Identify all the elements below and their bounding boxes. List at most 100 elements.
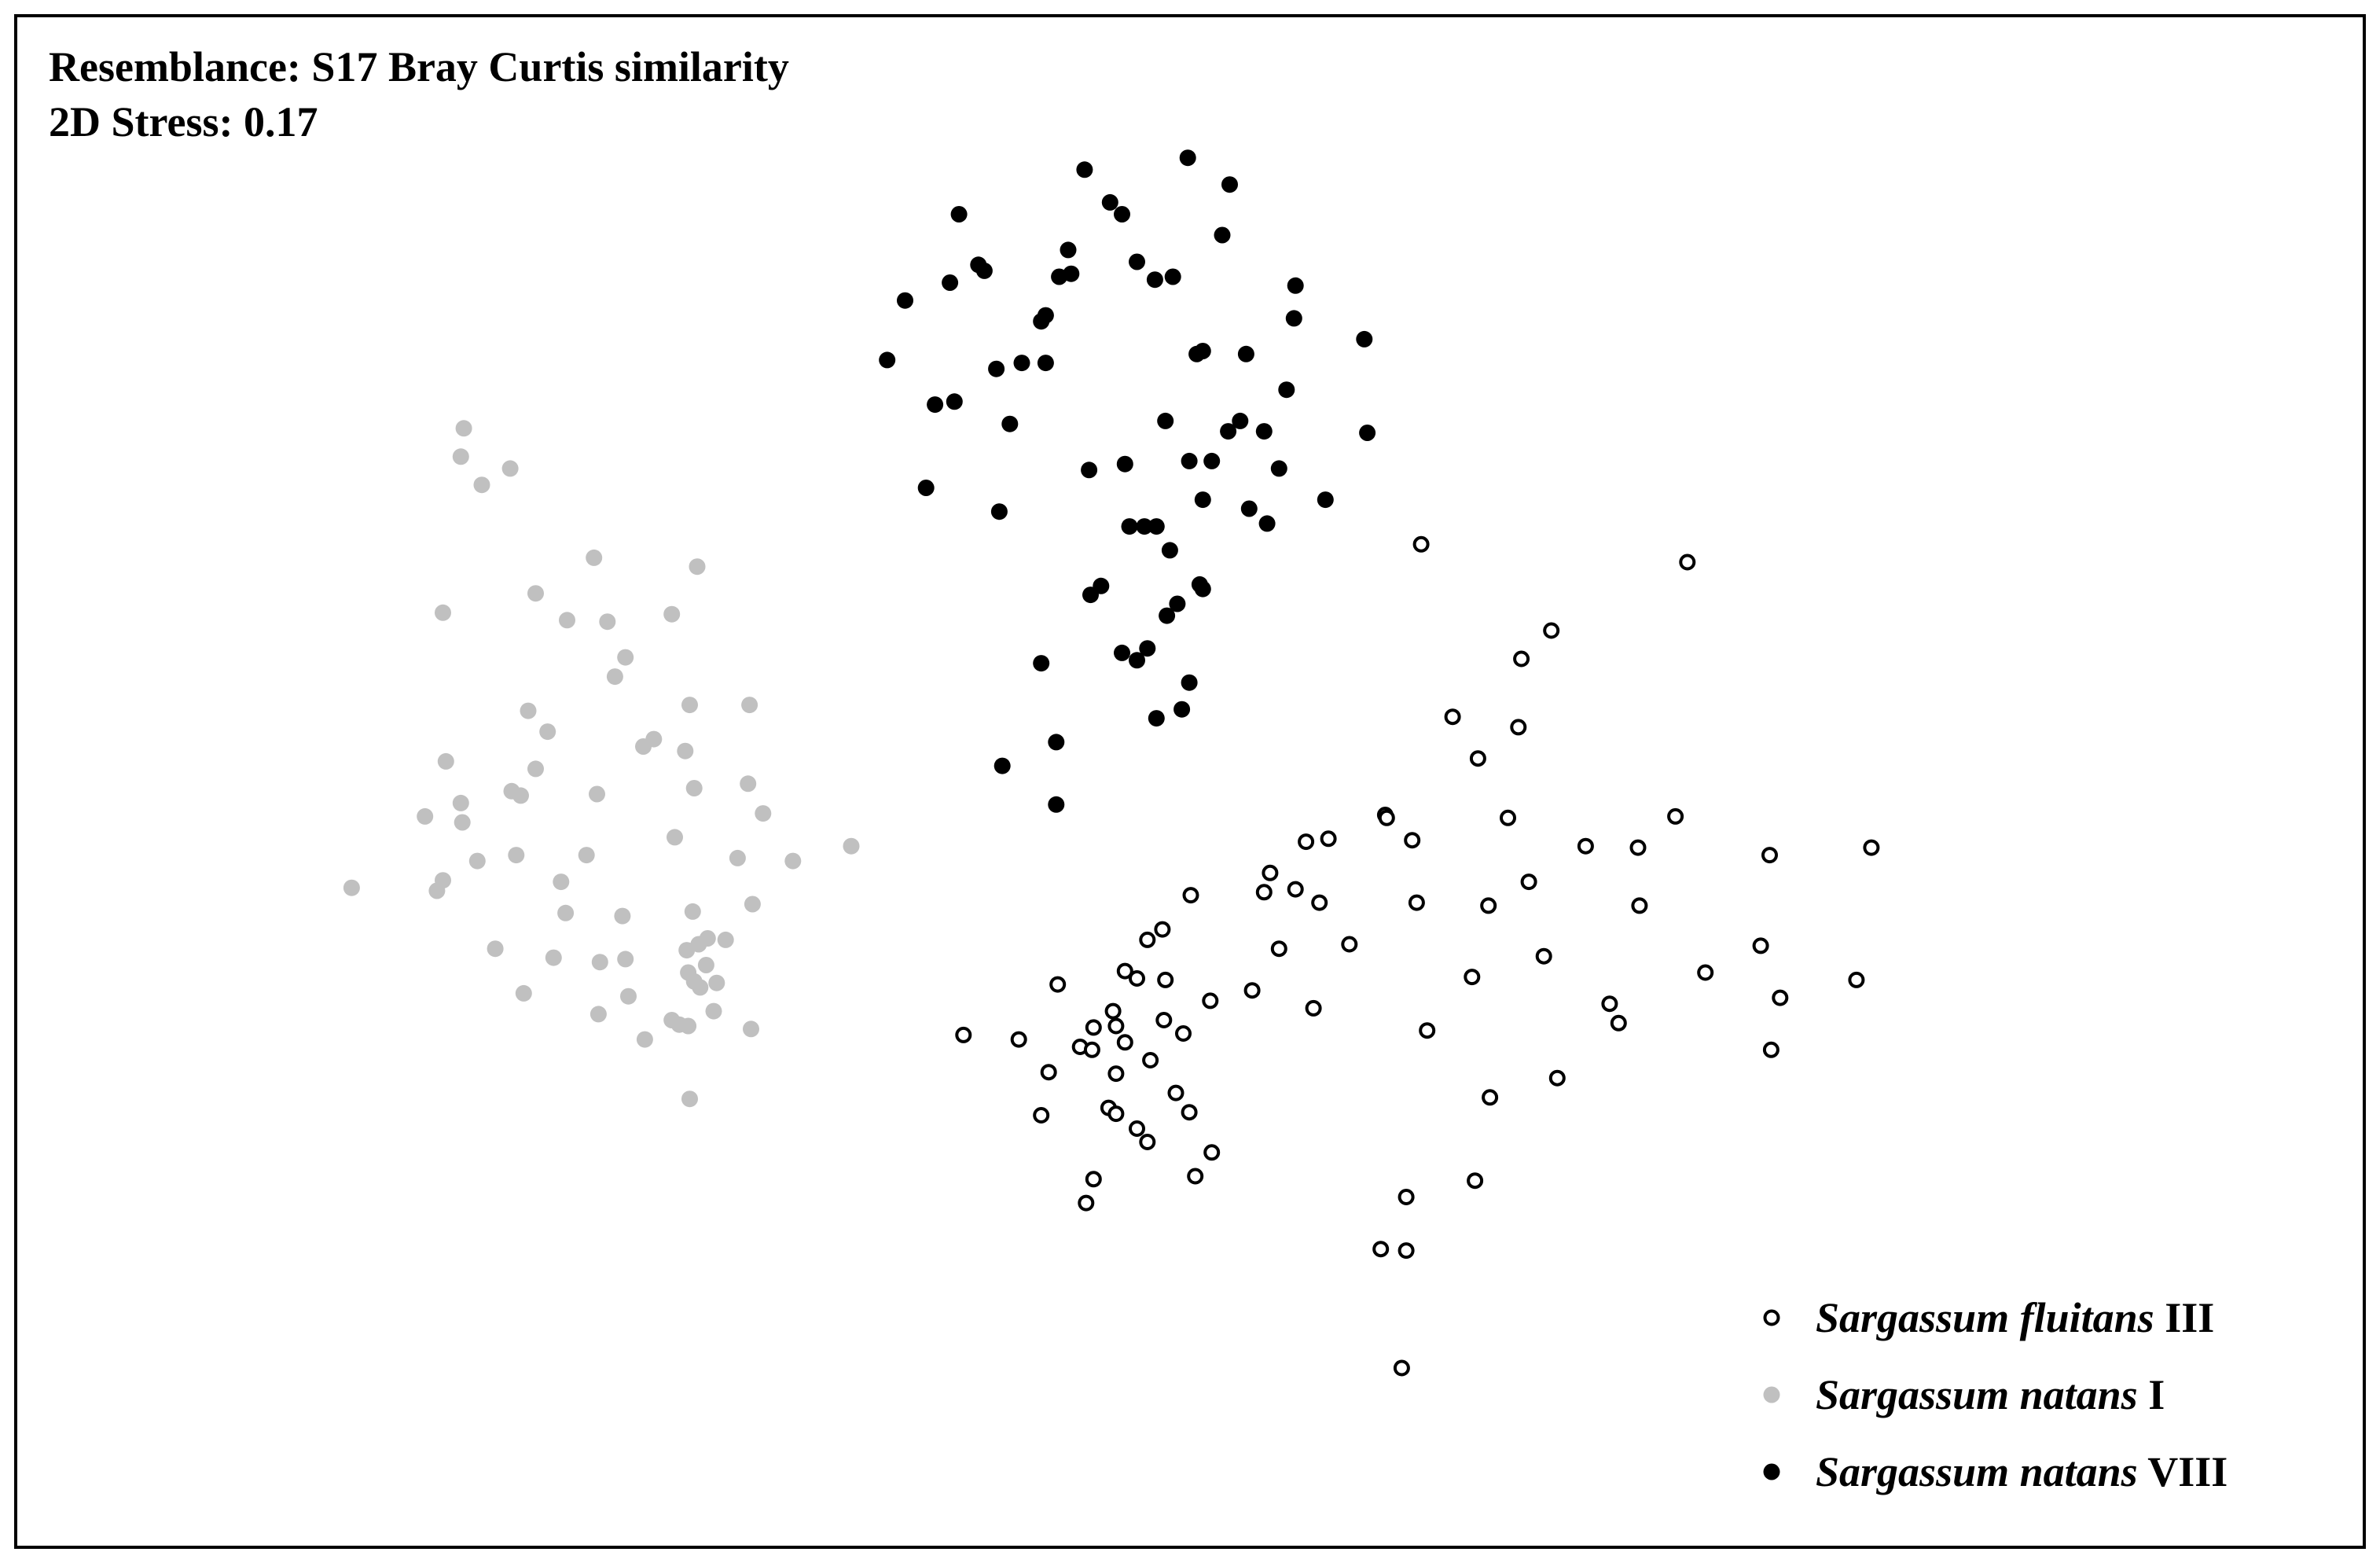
data-point-sargassum-fluitans-iii	[1139, 1134, 1156, 1150]
data-point-sargassum-natans-i	[744, 896, 761, 913]
data-point-sargassum-natans-viii	[942, 274, 959, 291]
data-point-sargassum-fluitans-iii	[1255, 884, 1273, 901]
data-point-sargassum-natans-viii	[1194, 491, 1211, 509]
data-point-sargassum-natans-viii	[897, 292, 913, 309]
legend-species-name: Sargassum fluitans	[1816, 1294, 2154, 1341]
data-point-sargassum-natans-i	[697, 957, 714, 973]
data-point-sargassum-fluitans-iii	[1848, 971, 1865, 988]
data-point-sargassum-natans-viii	[1013, 355, 1030, 372]
data-point-sargassum-natans-viii	[917, 480, 935, 496]
data-point-sargassum-fluitans-iii	[1311, 894, 1328, 911]
data-point-sargassum-fluitans-iii	[1116, 962, 1133, 980]
data-point-sargassum-fluitans-iii	[1142, 1052, 1159, 1068]
data-point-sargassum-natans-i	[501, 460, 519, 477]
chart-frame: Resemblance: S17 Bray Curtis similarity …	[14, 14, 2366, 1549]
legend-morphotype: I	[2138, 1371, 2165, 1418]
data-point-sargassum-fluitans-iii	[1629, 839, 1647, 856]
data-point-sargassum-fluitans-iii	[1298, 833, 1315, 851]
data-point-sargassum-natans-i	[454, 814, 471, 831]
data-point-sargassum-natans-i	[557, 904, 575, 921]
data-point-sargassum-natans-viii	[946, 393, 963, 410]
data-point-sargassum-natans-viii	[1146, 271, 1163, 289]
data-point-sargassum-natans-i	[435, 604, 451, 621]
data-point-sargassum-fluitans-iii	[1083, 1041, 1100, 1058]
data-point-sargassum-natans-i	[452, 794, 469, 811]
data-point-sargassum-natans-viii	[1221, 176, 1238, 193]
data-point-sargassum-natans-viii	[1232, 412, 1249, 429]
data-point-sargassum-fluitans-iii	[1040, 1064, 1057, 1081]
data-point-sargassum-fluitans-iii	[1010, 1031, 1027, 1048]
data-point-sargassum-fluitans-iii	[1398, 1189, 1415, 1205]
data-point-sargassum-natans-viii	[975, 262, 993, 279]
data-point-sargassum-fluitans-iii	[1085, 1171, 1102, 1188]
data-point-sargassum-natans-viii	[1129, 253, 1145, 270]
data-point-sargassum-natans-i	[755, 805, 772, 822]
data-point-sargassum-natans-viii	[1048, 734, 1065, 751]
data-point-sargassum-fluitans-iii	[1107, 1105, 1125, 1123]
data-point-sargassum-fluitans-iii	[1467, 1172, 1484, 1190]
data-point-sargassum-natans-viii	[1082, 587, 1099, 604]
data-point-sargassum-natans-viii	[1240, 500, 1258, 517]
stress-label: 2D Stress: 0.17	[49, 98, 318, 145]
data-point-sargassum-fluitans-iii	[1393, 1359, 1410, 1377]
data-point-sargassum-natans-i	[636, 1031, 653, 1048]
data-point-sargassum-natans-i	[589, 1006, 607, 1023]
data-point-sargassum-natans-viii	[1101, 193, 1118, 211]
data-point-sargassum-natans-viii	[1129, 652, 1145, 669]
data-point-sargassum-natans-viii	[1181, 452, 1198, 469]
data-point-sargassum-fluitans-iii	[1262, 864, 1279, 881]
data-point-sargassum-natans-i	[743, 1021, 759, 1038]
data-point-sargassum-fluitans-iii	[1175, 1025, 1192, 1042]
data-point-sargassum-natans-i	[437, 752, 454, 770]
series-sargassum-fluitans-iii	[955, 535, 1880, 1377]
legend-label-sargassum-natans-viii: Sargassum natans VIII	[1816, 1448, 2228, 1495]
legend-label-sargassum-fluitans-iii: Sargassum fluitans III	[1816, 1294, 2214, 1341]
data-point-sargassum-natans-i	[635, 738, 652, 755]
data-point-sargassum-natans-viii	[1194, 343, 1211, 359]
legend-item-sargassum-natans-viii: Sargassum natans VIII	[1763, 1448, 2228, 1495]
data-point-sargassum-fluitans-iii	[1049, 976, 1067, 993]
data-point-sargassum-natans-viii	[1063, 265, 1080, 282]
data-point-sargassum-natans-i	[455, 420, 472, 437]
data-point-sargassum-natans-i	[452, 448, 469, 465]
data-point-sargassum-fluitans-iii	[1107, 1017, 1125, 1035]
data-point-sargassum-fluitans-iii	[1203, 1144, 1221, 1161]
legend-marker-sargassum-natans-i	[1763, 1386, 1780, 1403]
data-point-sargassum-natans-viii	[1359, 425, 1376, 441]
data-point-sargassum-natans-i	[539, 723, 556, 741]
data-point-sargassum-natans-i	[428, 882, 446, 899]
data-point-sargassum-fluitans-iii	[1155, 1012, 1173, 1028]
data-point-sargassum-natans-i	[705, 1002, 722, 1020]
data-point-sargassum-fluitans-iii	[1412, 535, 1430, 553]
legend-item-sargassum-fluitans-iii: Sargassum fluitans III	[1763, 1294, 2214, 1341]
data-point-sargassum-natans-viii	[1356, 330, 1373, 348]
data-point-sargassum-natans-i	[473, 476, 490, 494]
legend-morphotype: VIII	[2138, 1448, 2228, 1495]
data-point-sargassum-natans-i	[692, 979, 709, 996]
data-point-sargassum-natans-viii	[950, 206, 968, 222]
data-point-sargassum-natans-i	[617, 649, 634, 666]
data-point-sargassum-natans-viii	[1161, 542, 1178, 559]
data-point-sargassum-fluitans-iii	[1167, 1084, 1184, 1101]
data-point-sargassum-natans-viii	[1220, 423, 1237, 440]
data-point-sargassum-natans-i	[468, 852, 486, 870]
data-point-sargassum-natans-i	[620, 987, 637, 1005]
data-point-sargassum-natans-i	[684, 903, 701, 920]
data-point-sargassum-fluitans-iii	[1085, 1019, 1102, 1036]
data-point-sargassum-natans-viii	[988, 360, 1005, 377]
data-point-sargassum-fluitans-iii	[1305, 999, 1322, 1017]
data-point-sargassum-natans-viii	[1139, 640, 1156, 657]
data-point-sargassum-fluitans-iii	[1404, 832, 1421, 849]
data-point-sargassum-fluitans-iii	[1577, 837, 1594, 855]
data-point-sargassum-natans-viii	[1116, 455, 1133, 473]
data-point-sargassum-fluitans-iii	[1601, 995, 1618, 1013]
data-point-sargassum-fluitans-iii	[1500, 809, 1516, 826]
data-point-sargassum-natans-viii	[1270, 460, 1287, 477]
data-point-sargassum-natans-i	[508, 847, 525, 864]
legend-label-sargassum-natans-i: Sargassum natans I	[1816, 1371, 2165, 1418]
data-point-sargassum-natans-i	[520, 702, 537, 719]
legend-species-name: Sargassum natans	[1816, 1371, 2138, 1418]
data-point-sargassum-natans-i	[784, 852, 802, 870]
data-point-sargassum-fluitans-iii	[1469, 750, 1486, 767]
data-point-sargassum-fluitans-iii	[1752, 937, 1769, 954]
